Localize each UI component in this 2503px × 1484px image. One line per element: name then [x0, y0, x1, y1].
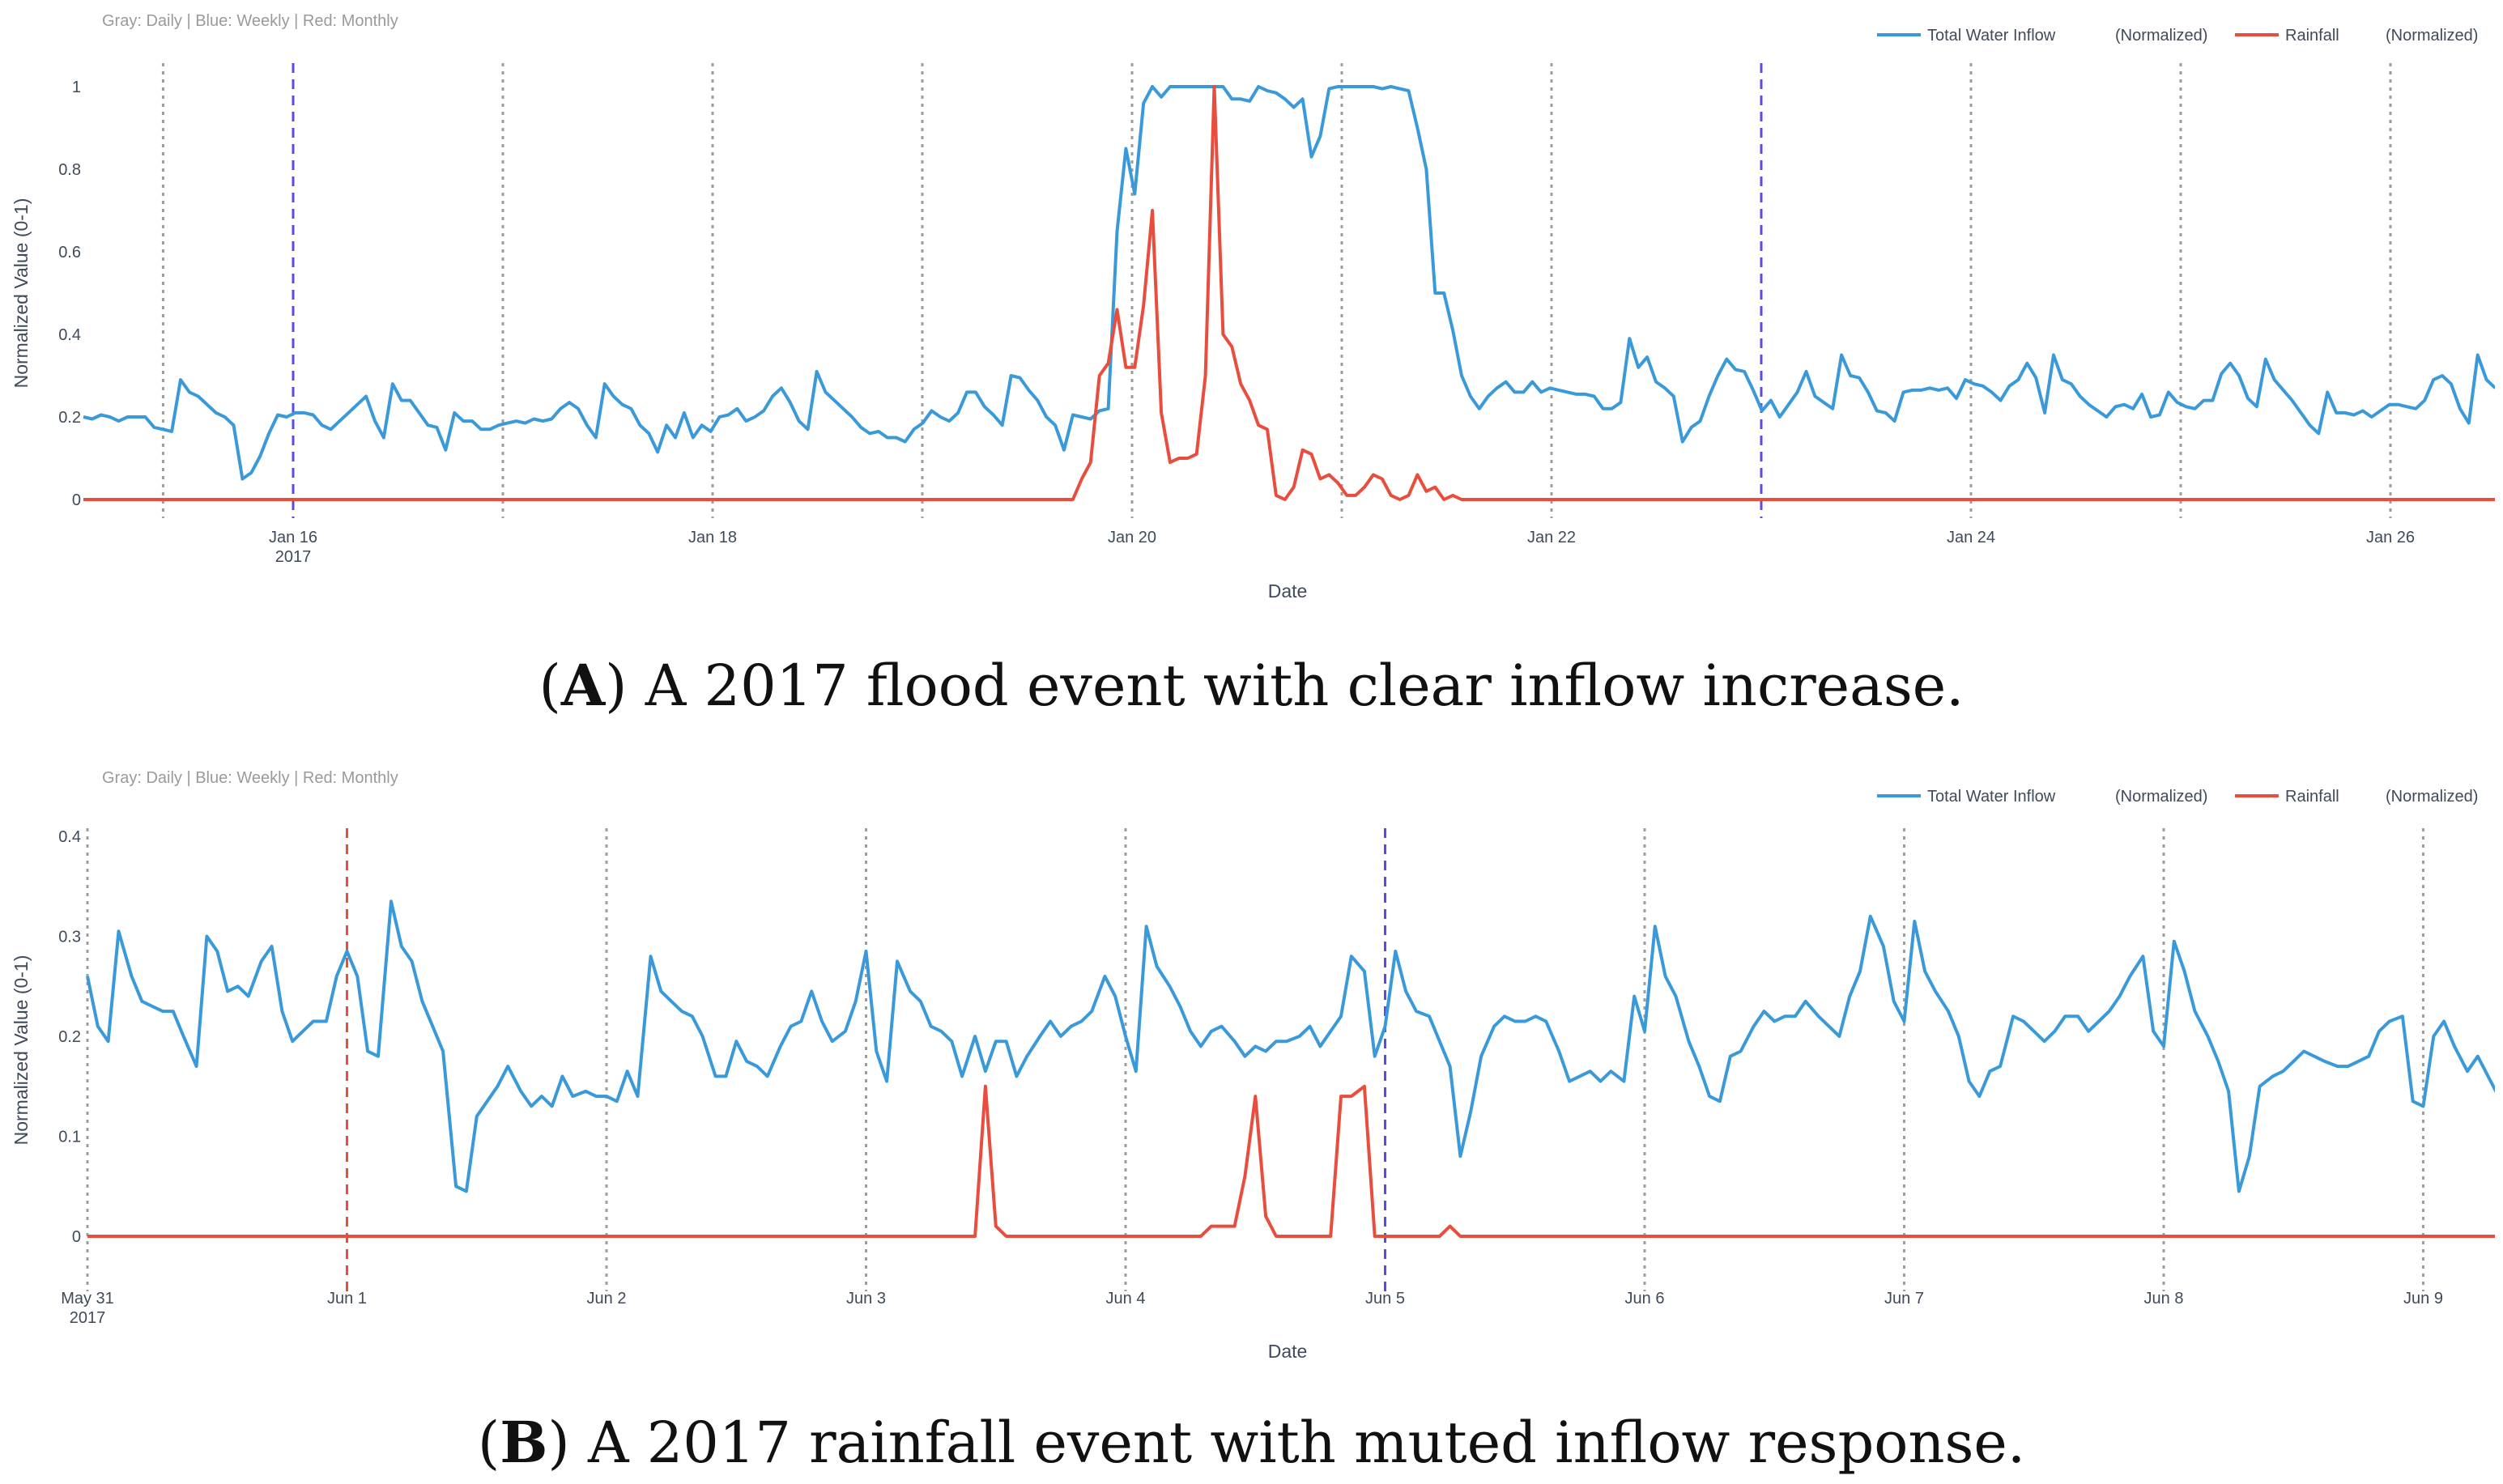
- y-tick-label: 0: [72, 1228, 81, 1246]
- x-tick-label: May 31: [61, 1290, 114, 1308]
- y-tick-label: 0.2: [58, 1028, 81, 1046]
- legend-inflow-label: Total Water Inflow: [1927, 788, 2056, 806]
- y-tick-label: 0.4: [58, 326, 81, 344]
- chart-a-note: Gray: Daily | Blue: Weekly | Red: Monthl…: [102, 12, 398, 30]
- x-tick-label: Jun 6: [1625, 1290, 1665, 1308]
- legend-inflow-suffix: (Normalized): [2115, 788, 2207, 806]
- y-tick-label: 0.1: [58, 1129, 81, 1146]
- y-tick-label: 0.3: [58, 929, 81, 946]
- caption-a-letter: A: [560, 652, 606, 719]
- chart-a: Gray: Daily | Blue: Weekly | Red: Monthl…: [11, 12, 2495, 602]
- chart-b-y-axis: 0 0.1 0.2 0.3 0.4: [58, 828, 81, 1246]
- inflow-line: [86, 899, 2495, 1193]
- chart-a-y-axis: 0 0.2 0.4 0.6 0.8 1: [58, 79, 81, 509]
- x-tick-label: Jan 26: [2366, 529, 2415, 546]
- chart-b-legend[interactable]: Total Water Inflow (Normalized) Rainfall…: [1877, 788, 2478, 806]
- chart-b-vlines: [86, 828, 2424, 1291]
- legend-inflow-suffix: (Normalized): [2115, 27, 2207, 45]
- x-tick-label: Jun 4: [1106, 1290, 1146, 1308]
- legend-rainfall-label: Rainfall: [2285, 788, 2339, 806]
- x-tick-label: Jun 2: [587, 1290, 627, 1308]
- x-tick-label: Jun 1: [327, 1290, 367, 1308]
- caption-a: (A) A 2017 flood event with clear inflow…: [538, 652, 1965, 719]
- chart-a-series: [83, 85, 2495, 501]
- y-tick-label: 1: [72, 79, 81, 96]
- legend-rainfall-label: Rainfall: [2285, 27, 2339, 45]
- y-tick-label: 0.2: [58, 409, 81, 427]
- caption-b-letter: B: [500, 1409, 548, 1476]
- chart-b-y-title: Normalized Value (0-1): [11, 955, 32, 1146]
- chart-a-y-title: Normalized Value (0-1): [11, 198, 32, 389]
- chart-b-series: [86, 899, 2495, 1238]
- chart-b-note: Gray: Daily | Blue: Weekly | Red: Monthl…: [102, 769, 398, 787]
- inflow-line: [83, 85, 2495, 481]
- caption-a-text: A 2017 flood event with clear inflow inc…: [627, 653, 1965, 719]
- x-tick-label: Jun 7: [1884, 1290, 1924, 1308]
- chart-b-x-title: Date: [1268, 1341, 1308, 1362]
- x-tick-label: Jan 16: [269, 529, 317, 546]
- chart-a-x-axis: Jan 16 2017 Jan 18 Jan 20 Jan 22 Jan 24 Jan 26: [269, 529, 2415, 566]
- legend-rainfall-suffix: (Normalized): [2386, 27, 2478, 45]
- legend-inflow-label: Total Water Inflow: [1927, 27, 2056, 45]
- x-tick-year: 2017: [70, 1309, 106, 1327]
- chart-a-legend[interactable]: Total Water Inflow (Normalized) Rainfall…: [1877, 27, 2478, 45]
- x-tick-label: Jun 5: [1365, 1290, 1405, 1308]
- rainfall-line: [87, 1084, 2495, 1238]
- y-tick-label: 0: [72, 491, 81, 509]
- x-tick-label: Jun 3: [846, 1290, 886, 1308]
- x-tick-label: Jun 8: [2144, 1290, 2184, 1308]
- caption-b-text: A 2017 rainfall event with muted inflow …: [569, 1410, 2026, 1476]
- x-tick-label: Jan 20: [1108, 529, 1156, 546]
- y-tick-label: 0.8: [58, 161, 81, 179]
- panel-b: Gray: Daily | Blue: Weekly | Red: Monthl…: [0, 757, 2503, 1484]
- x-tick-label: Jan 18: [688, 529, 737, 546]
- caption-b: (B) A 2017 rainfall event with muted inf…: [477, 1409, 2026, 1476]
- chart-a-x-title: Date: [1268, 580, 1308, 602]
- chart-b: Gray: Daily | Blue: Weekly | Red: Monthl…: [11, 769, 2495, 1362]
- x-tick-year: 2017: [275, 548, 312, 566]
- x-tick-label: Jun 9: [2403, 1290, 2443, 1308]
- x-tick-label: Jan 22: [1527, 529, 1576, 546]
- chart-a-vlines: [161, 63, 2392, 518]
- panel-a: Gray: Daily | Blue: Weekly | Red: Monthl…: [0, 0, 2503, 729]
- rainfall-line: [83, 85, 2495, 501]
- legend-rainfall-suffix: (Normalized): [2386, 788, 2478, 806]
- y-tick-label: 0.4: [58, 828, 81, 846]
- x-tick-label: Jan 24: [1947, 529, 1995, 546]
- y-tick-label: 0.6: [58, 244, 81, 262]
